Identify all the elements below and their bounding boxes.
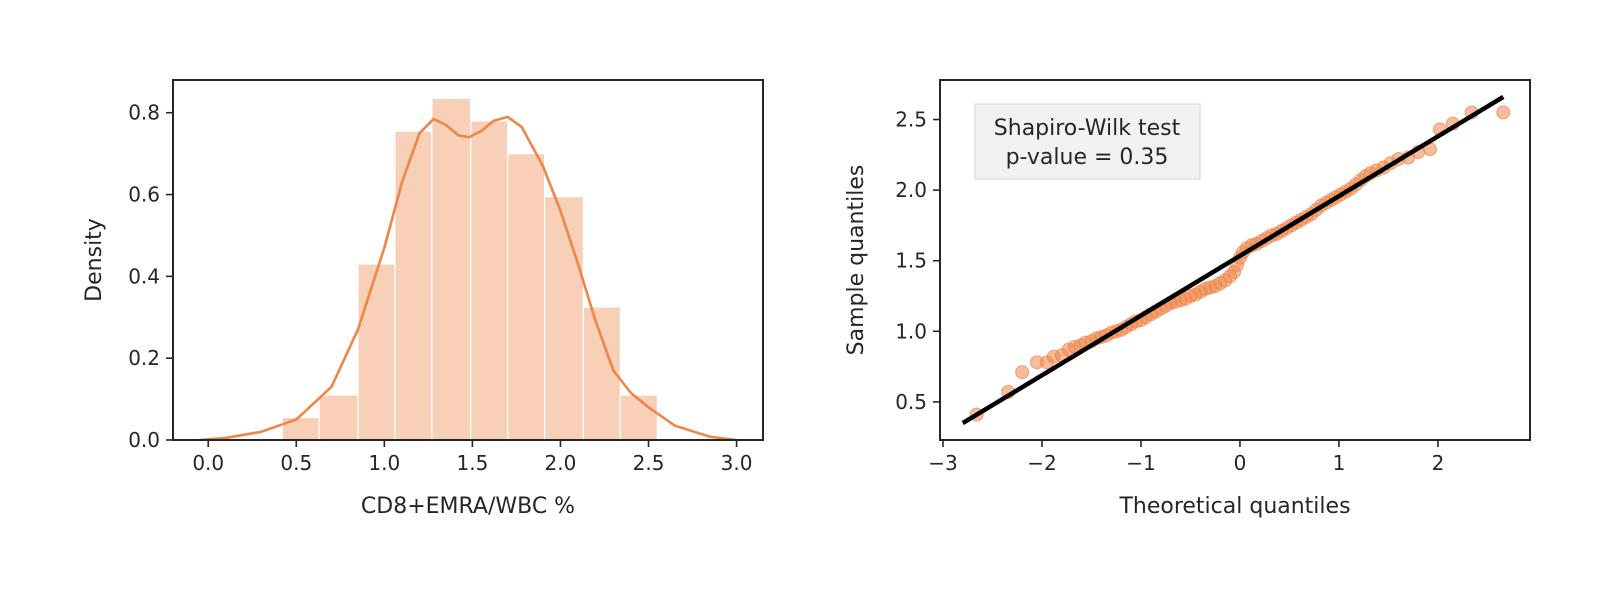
axes-frame [172,79,764,441]
histogram-bar [394,130,433,441]
x-tick-label: 0.0 [192,451,224,475]
y-tick-label: 0.4 [128,264,160,288]
x-tick-label: 2.0 [545,451,577,475]
qq-point [1015,365,1030,380]
y-axis-label: Density [82,218,107,302]
x-tick-label: 2 [1432,451,1445,475]
y-tick-label: 1.5 [895,249,927,273]
y-tick-label: 0.0 [128,428,160,452]
x-tick-label: −2 [1027,451,1056,475]
histogram-bar [507,153,546,441]
histogram-bar [431,97,472,441]
annotation-box [974,103,1201,180]
y-tick-label: 0.6 [128,183,160,207]
y-tick-label: 1.0 [895,319,927,343]
y-axis-label: Sample quantiles [844,165,869,356]
y-tick-label: 2.0 [895,178,927,202]
x-tick-label: 1.0 [368,451,400,475]
histogram-bar [619,394,658,441]
x-axis-label: Theoretical quantiles [1118,494,1350,519]
kde-curve [199,115,737,442]
y-tick-label: 0.2 [128,346,160,370]
x-axis-label: CD8+EMRA/WBC % [361,494,575,519]
histogram-bar [544,195,584,441]
x-tick-label: 2.5 [633,451,665,475]
histogram-bar [281,416,320,441]
y-tick-label: 0.8 [128,101,160,125]
x-tick-label: 1.5 [456,451,488,475]
x-tick-label: −1 [1126,451,1155,475]
annotation-title: Shapiro-Wilk test [994,116,1181,141]
qq-plot-panel: −3 −2 −1 0 1 2 0.5 1.0 1.5 2.0 2.5 Theoretical quan… [844,79,1531,519]
histogram-bar [470,120,509,441]
annotation-pvalue: p-value = 0.35 [1006,145,1169,170]
histogram-bar [357,263,396,441]
y-tick-label: 0.5 [895,390,927,414]
x-tick-label: 3.0 [721,451,753,475]
histogram-bar [318,394,359,441]
x-tick-label: −3 [928,451,957,475]
x-tick-label: 1 [1333,451,1346,475]
reference-line [961,95,1505,425]
qq-point [1496,105,1511,120]
histogram-panel: 0.0 0.5 1.0 1.5 2.0 2.5 3.0 0.0 0.2 0.4 0.6 0.8 CD8+… [82,79,764,519]
y-tick-label: 2.5 [895,108,927,132]
x-tick-label: 0.5 [280,451,312,475]
x-tick-label: 0 [1234,451,1247,475]
